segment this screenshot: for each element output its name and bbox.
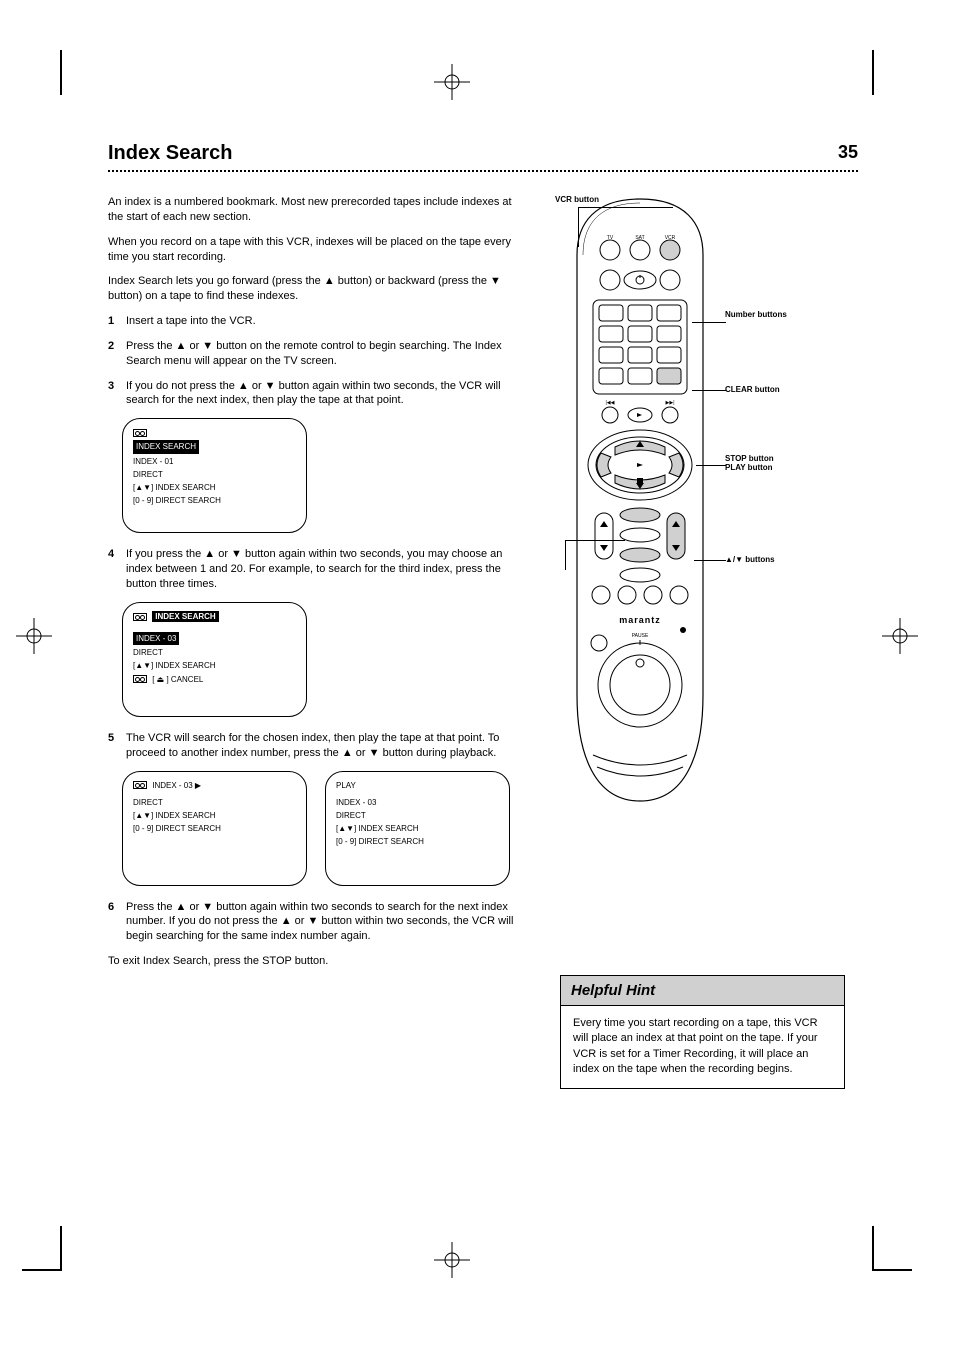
intro-paragraph: An index is a numbered bookmark. Most ne… — [108, 195, 528, 225]
step-number: 6 — [108, 900, 126, 915]
callout-play: PLAY button — [725, 463, 773, 472]
callout-stop: STOP button — [725, 454, 774, 463]
remote-label: TV — [607, 235, 614, 241]
page-title: Index Search — [108, 142, 233, 165]
svg-text:PAUSE: PAUSE — [632, 633, 649, 639]
osd-line: [▲▼] INDEX SEARCH — [133, 660, 296, 671]
step-number: 3 — [108, 379, 126, 394]
svg-text:VCR: VCR — [665, 235, 676, 241]
osd-title: INDEX SEARCH — [133, 440, 199, 453]
tape-icon — [133, 675, 147, 683]
osd-line: DIRECT — [133, 469, 296, 480]
leader-line — [692, 322, 726, 323]
step-number: 4 — [108, 547, 126, 562]
svg-text:marantz: marantz — [619, 615, 661, 625]
callout-vcr: VCR button — [555, 195, 615, 204]
intro-paragraph: When you record on a tape with this VCR,… — [108, 235, 528, 265]
osd-panel: INDEX SEARCH INDEX - 03 DIRECT [▲▼] INDE… — [122, 602, 307, 717]
osd-header: INDEX SEARCH — [152, 611, 218, 622]
step-line: 3If you do not press the ▲ or ▼ button a… — [108, 379, 528, 409]
step-number: 2 — [108, 339, 126, 354]
osd-panel-pair: INDEX - 03 ▶ DIRECT [▲▼] INDEX SEARCH [0… — [122, 771, 528, 886]
tape-icon — [133, 613, 147, 621]
remote-svg: TV SAT VCR |◀◀ ▶▶| — [555, 195, 725, 805]
step-text: The VCR will search for the chosen index… — [126, 731, 521, 761]
step-text: Insert a tape into the VCR. — [126, 314, 521, 329]
osd-line: DIRECT — [133, 647, 296, 658]
step-text: If you do not press the ▲ or ▼ button ag… — [126, 379, 521, 409]
leader-line — [578, 207, 673, 208]
hint-body: Every time you start recording on a tape… — [561, 1006, 844, 1088]
osd-title: PLAY — [336, 781, 356, 790]
callout-number: Number buttons — [725, 310, 815, 319]
callout-clear: CLEAR button — [725, 385, 815, 394]
tape-icon — [133, 781, 147, 789]
step-line: 2Press the ▲ or ▼ button on the remote c… — [108, 339, 528, 369]
osd-line: [▲▼] INDEX SEARCH — [336, 823, 499, 834]
leader-line — [694, 560, 726, 561]
page-number: 35 — [838, 142, 858, 163]
step-number: 5 — [108, 731, 126, 746]
crop-mark — [872, 1226, 874, 1271]
step-text: Press the ▲ or ▼ button again within two… — [126, 900, 521, 945]
osd-line: [▲▼] INDEX SEARCH — [133, 810, 296, 821]
osd-title: INDEX - 03 — [133, 632, 179, 645]
osd-title: INDEX - 03 ▶ — [152, 781, 201, 790]
leader-line — [578, 207, 579, 247]
osd-panel: INDEX - 03 ▶ DIRECT [▲▼] INDEX SEARCH [0… — [122, 771, 307, 886]
crop-mark — [22, 1269, 62, 1271]
osd-line: [0 - 9] DIRECT SEARCH — [133, 823, 296, 834]
svg-text:SAT: SAT — [635, 235, 644, 241]
osd-line: [▲▼] INDEX SEARCH — [133, 482, 296, 493]
step-exit: To exit Index Search, press the STOP but… — [108, 954, 528, 969]
crop-mark — [872, 1269, 912, 1271]
step-line: 4If you press the ▲ or ▼ button again wi… — [108, 547, 528, 592]
helpful-hint-box: Helpful Hint Every time you start record… — [560, 975, 845, 1089]
callout-updown: ▲/▼ buttons — [725, 555, 815, 564]
callout-stop-play: STOP button PLAY button — [725, 454, 845, 472]
registration-mark-icon — [882, 618, 918, 654]
osd-line: INDEX - 01 — [133, 456, 296, 467]
remote-control-diagram: TV SAT VCR |◀◀ ▶▶| — [555, 195, 755, 808]
main-content: An index is a numbered bookmark. Most ne… — [108, 195, 528, 979]
svg-text:|◀◀: |◀◀ — [606, 400, 615, 406]
step-text: If you press the ▲ or ▼ button again wit… — [126, 547, 521, 592]
leader-line — [696, 465, 726, 466]
osd-panel: INDEX SEARCH INDEX - 01 DIRECT [▲▼] INDE… — [122, 418, 307, 533]
osd-line: INDEX - 03 — [336, 797, 499, 808]
leader-line — [565, 540, 566, 570]
dotted-rule — [108, 170, 858, 172]
intro-text: Index Search lets you go forward (press … — [108, 275, 501, 302]
osd-panel: PLAY INDEX - 03 DIRECT [▲▼] INDEX SEARCH… — [325, 771, 510, 886]
crop-mark — [60, 1226, 62, 1271]
registration-mark-icon — [434, 1242, 470, 1278]
step-line: 1Insert a tape into the VCR. — [108, 314, 528, 329]
svg-text:▶▶|: ▶▶| — [666, 400, 675, 406]
step-line: 6Press the ▲ or ▼ button again within tw… — [108, 900, 528, 945]
leader-line — [692, 390, 726, 391]
registration-mark-icon — [16, 618, 52, 654]
step-line: 5The VCR will search for the chosen inde… — [108, 731, 528, 761]
osd-line: DIRECT — [336, 810, 499, 821]
intro-paragraph: Index Search lets you go forward (press … — [108, 274, 528, 304]
osd-line: [0 - 9] DIRECT SEARCH — [336, 836, 499, 847]
hint-header: Helpful Hint — [561, 976, 844, 1006]
osd-line: DIRECT — [133, 797, 296, 808]
osd-line: [ ⏏ ] CANCEL — [152, 675, 203, 684]
crop-mark — [60, 50, 62, 95]
step-text: Press the ▲ or ▼ button on the remote co… — [126, 339, 521, 369]
osd-line: [0 - 9] DIRECT SEARCH — [133, 495, 296, 506]
step-number: 1 — [108, 314, 126, 329]
crop-mark — [872, 50, 874, 95]
leader-line — [565, 540, 625, 541]
tape-icon — [133, 429, 147, 437]
registration-mark-icon — [434, 64, 470, 100]
